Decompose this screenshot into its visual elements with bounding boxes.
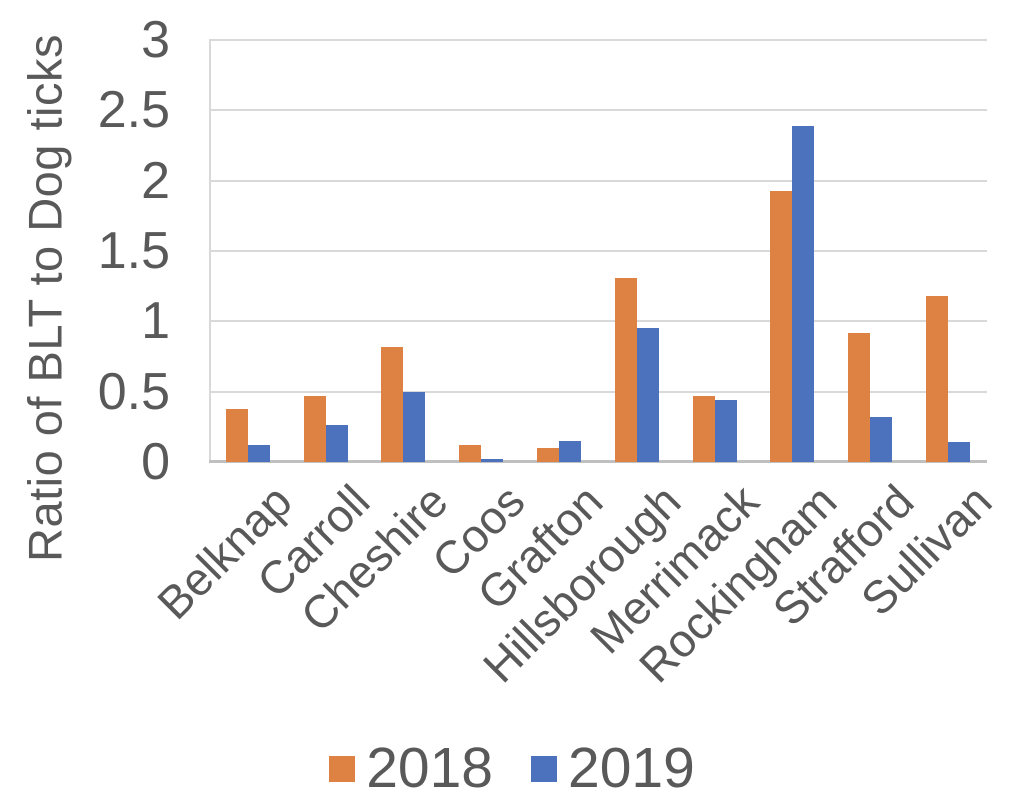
bar-group-merrimack bbox=[676, 395, 754, 462]
x-axis-line bbox=[209, 460, 987, 463]
bar-group-strafford bbox=[831, 332, 909, 462]
bar-group-coos bbox=[442, 445, 520, 462]
legend-item-2018: 2018 bbox=[329, 740, 493, 797]
bar-2018-belknap bbox=[225, 408, 248, 462]
bar-group-sullivan bbox=[909, 296, 987, 462]
bar-2018-strafford bbox=[848, 332, 871, 462]
y-tick-label: 2.5 bbox=[97, 81, 170, 140]
bar-2018-grafton bbox=[537, 447, 560, 462]
bar-2019-hillsborough bbox=[636, 328, 659, 462]
gridline bbox=[209, 39, 987, 41]
plot-area bbox=[209, 39, 987, 463]
legend-swatch-2019 bbox=[531, 755, 557, 782]
bar-2019-coos bbox=[481, 459, 504, 462]
y-tick-label: 3 bbox=[141, 11, 170, 69]
bar-group-belknap bbox=[209, 408, 287, 462]
y-tick-label: 1.5 bbox=[97, 222, 170, 280]
legend-label-2019: 2019 bbox=[568, 736, 695, 800]
bar-group-carroll bbox=[287, 395, 365, 462]
bar-2019-rockingham bbox=[792, 125, 815, 462]
bar-group-grafton bbox=[520, 440, 598, 462]
bar-2018-hillsborough bbox=[614, 277, 637, 462]
bar-2019-carroll bbox=[325, 425, 348, 462]
bar-2018-sullivan bbox=[926, 296, 949, 462]
legend-swatch-2018 bbox=[329, 755, 356, 782]
bar-2018-merrimack bbox=[692, 395, 715, 462]
bar-group-cheshire bbox=[365, 346, 443, 462]
bar-2018-carroll bbox=[303, 395, 326, 462]
bar-2019-strafford bbox=[870, 417, 893, 462]
legend: 2018 2019 bbox=[0, 740, 1024, 797]
bar-2019-merrimack bbox=[714, 400, 737, 462]
legend-label-2018: 2018 bbox=[366, 736, 493, 800]
gridline bbox=[209, 250, 987, 252]
bar-2018-cheshire bbox=[381, 346, 404, 462]
bar-2018-rockingham bbox=[770, 190, 793, 462]
bar-group-rockingham bbox=[754, 125, 832, 462]
gridline bbox=[209, 320, 987, 323]
gridline bbox=[209, 179, 987, 182]
bar-2018-coos bbox=[459, 445, 482, 462]
gridline bbox=[209, 390, 987, 393]
y-tick-label: 0 bbox=[141, 433, 170, 491]
bar-2019-sullivan bbox=[948, 442, 971, 462]
y-tick-label: 2 bbox=[141, 151, 170, 210]
gridline bbox=[209, 109, 987, 112]
bar-group-hillsborough bbox=[598, 277, 676, 462]
bar-2019-cheshire bbox=[403, 391, 426, 462]
bar-2019-grafton bbox=[559, 440, 582, 462]
y-axis-line bbox=[209, 40, 211, 462]
bar-2019-belknap bbox=[247, 445, 270, 462]
y-tick-label: 0.5 bbox=[97, 362, 170, 421]
y-tick-label: 1 bbox=[141, 292, 170, 351]
legend-item-2019: 2019 bbox=[531, 740, 695, 797]
